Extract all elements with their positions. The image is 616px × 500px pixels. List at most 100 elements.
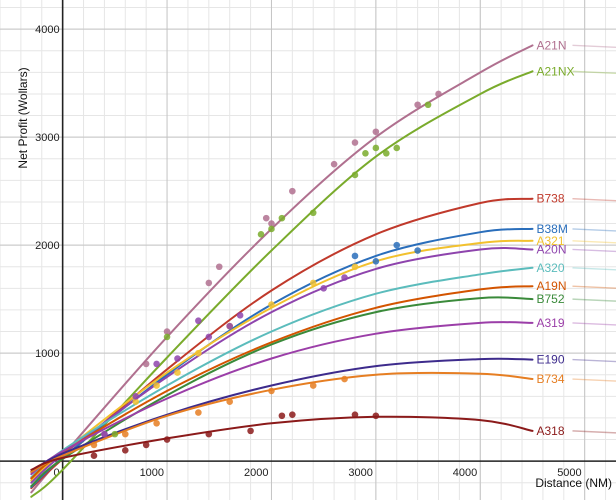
data-point-a21n — [414, 101, 421, 109]
data-point-b734 — [90, 441, 98, 449]
data-point-a21n — [142, 360, 150, 368]
data-point-a20n — [320, 285, 327, 292]
data-point-a21n — [262, 214, 270, 222]
series-label-b38m: B38M — [536, 222, 567, 236]
series-curve-a21nx — [30, 70, 534, 498]
data-point-a321 — [153, 382, 160, 389]
data-point-a20n — [101, 430, 108, 438]
data-point-a321 — [132, 398, 140, 406]
data-point-a321 — [195, 349, 202, 357]
data-point-a21nx — [383, 150, 390, 157]
data-point-a21nx — [278, 214, 286, 222]
y-axis-title: Net Profit (Wollars) — [16, 67, 30, 168]
data-point-b734 — [309, 382, 317, 389]
data-point-a321 — [174, 369, 181, 376]
data-point-a20n — [341, 274, 348, 281]
series-curve-b752 — [30, 296, 534, 487]
data-point-b734 — [121, 430, 129, 438]
series-curves — [30, 44, 616, 498]
data-point-a21nx — [111, 430, 119, 438]
data-point-b734 — [195, 409, 202, 416]
data-point-a318 — [247, 427, 254, 435]
x-tick-label: 1000 — [140, 467, 164, 479]
data-point-a321 — [268, 301, 275, 308]
data-point-b38m — [351, 252, 359, 260]
data-point-b38m — [414, 247, 421, 254]
series-curve-tail-a20n — [572, 248, 616, 253]
series-curve-tail-a19n — [572, 285, 616, 289]
data-point-b38m — [372, 258, 380, 265]
data-point-a318 — [278, 412, 286, 420]
x-tick-label: 4000 — [453, 467, 477, 479]
data-point-b734 — [341, 375, 348, 383]
series-curve-b738 — [30, 197, 534, 490]
series-points — [90, 90, 442, 460]
data-point-a318 — [121, 447, 129, 454]
x-axis-title: Distance (NM) — [535, 476, 612, 490]
series-label-a21nx: A21NX — [536, 64, 574, 78]
series-curve-a319 — [30, 321, 534, 476]
data-point-a21n — [268, 220, 275, 227]
series-curve-tail-b738 — [572, 198, 616, 202]
series-curve-tail-a21nx — [572, 70, 616, 74]
series-curve-tail-a318 — [572, 430, 616, 434]
data-point-a318 — [289, 411, 296, 418]
y-tick-label: 4000 — [35, 24, 59, 36]
series-label-a320: A320 — [536, 261, 564, 275]
series-curve-tail-a319 — [572, 322, 616, 326]
data-point-a321 — [351, 263, 359, 271]
series-label-e190: E190 — [536, 353, 564, 367]
data-point-a21n — [205, 279, 213, 287]
data-point-a318 — [90, 452, 98, 460]
data-point-b734 — [153, 420, 160, 427]
data-point-a21n — [351, 139, 359, 146]
data-point-a21n — [372, 128, 380, 136]
y-tick-label: 3000 — [35, 132, 59, 144]
data-point-a321 — [309, 279, 317, 287]
series-label-a20n: A20N — [536, 242, 566, 256]
data-point-a21n — [215, 263, 223, 271]
data-point-a21n — [435, 90, 442, 98]
data-point-b734 — [226, 398, 233, 406]
data-point-a21nx — [268, 225, 275, 233]
data-point-a318 — [163, 436, 171, 443]
series-label-a318: A318 — [536, 424, 564, 438]
tick-labels: 0 1000 2000 3000 4000 5000 1000 2000 3000 4000 — [35, 24, 582, 479]
data-point-a20n — [132, 393, 140, 400]
series-curve-tail-a21n — [572, 44, 616, 49]
data-point-a21nx — [309, 209, 317, 217]
y-tick-label: 1000 — [35, 348, 59, 360]
series-curve-tail-b752 — [572, 298, 616, 302]
series-label-a319: A319 — [536, 316, 564, 330]
series-label-a321: A321 — [536, 234, 564, 248]
series-label-a19n: A19N — [536, 279, 566, 293]
series-curve-a318 — [30, 415, 534, 471]
y-tick-label: 2000 — [35, 240, 59, 252]
data-point-a21nx — [163, 333, 171, 341]
data-point-a21n — [330, 160, 338, 168]
series-curve-a320 — [30, 266, 534, 479]
data-point-a21nx — [393, 144, 401, 152]
data-point-a20n — [195, 317, 202, 325]
series-curve-tail-e190 — [572, 358, 616, 363]
x-tick-label: 5000 — [557, 467, 581, 479]
series-curve-tail-a320 — [572, 267, 616, 271]
data-point-b734 — [268, 387, 275, 395]
data-point-a20n — [236, 312, 244, 319]
data-point-a20n — [205, 333, 213, 341]
data-point-b38m — [393, 241, 401, 249]
data-point-a21nx — [424, 101, 432, 109]
data-point-a318 — [351, 411, 359, 418]
data-point-a21n — [289, 187, 296, 195]
series-curve-tail-b38m — [572, 228, 616, 232]
x-tick-label: 0 — [54, 467, 60, 479]
data-point-a20n — [153, 360, 160, 368]
data-point-a21nx — [257, 231, 265, 238]
data-point-a21nx — [362, 150, 369, 157]
data-point-a21nx — [372, 144, 380, 152]
series-label-a21n: A21N — [536, 38, 566, 52]
data-point-a20n — [226, 322, 233, 330]
